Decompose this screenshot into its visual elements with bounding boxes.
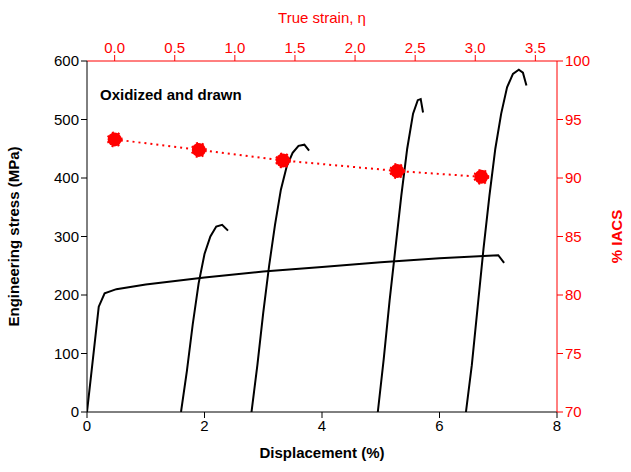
svg-text:85: 85 <box>565 228 582 245</box>
svg-text:70: 70 <box>565 403 582 420</box>
svg-text:2: 2 <box>200 417 208 434</box>
svg-text:0.0: 0.0 <box>104 39 125 56</box>
svg-text:200: 200 <box>54 286 79 303</box>
svg-text:90: 90 <box>565 169 582 186</box>
svg-text:0: 0 <box>71 403 79 420</box>
svg-text:2.0: 2.0 <box>345 39 366 56</box>
svg-text:8: 8 <box>553 417 561 434</box>
svg-text:6: 6 <box>435 417 443 434</box>
svg-text:Engineering stress (MPa): Engineering stress (MPa) <box>8 146 22 326</box>
svg-text:300: 300 <box>54 228 79 245</box>
svg-text:1.5: 1.5 <box>285 39 306 56</box>
svg-text:100: 100 <box>54 345 79 362</box>
svg-text:Displacement (%): Displacement (%) <box>259 444 384 461</box>
svg-text:75: 75 <box>565 345 582 362</box>
svg-text:3.5: 3.5 <box>525 39 546 56</box>
svg-text:1.0: 1.0 <box>224 39 245 56</box>
svg-text:% IACS: % IACS <box>608 210 623 263</box>
svg-text:3.0: 3.0 <box>465 39 486 56</box>
svg-text:600: 600 <box>54 52 79 69</box>
svg-text:4: 4 <box>318 417 326 434</box>
svg-text:95: 95 <box>565 111 582 128</box>
svg-text:0: 0 <box>83 417 91 434</box>
html-text:Oxidized and drawn: Oxidized and drawn <box>100 86 242 103</box>
svg-text:True strain, η: True strain, η <box>278 9 366 26</box>
svg-text:80: 80 <box>565 286 582 303</box>
svg-text:400: 400 <box>54 169 79 186</box>
svg-text:0.5: 0.5 <box>164 39 185 56</box>
svg-text:100: 100 <box>565 52 590 69</box>
svg-text:500: 500 <box>54 111 79 128</box>
svg-text:2.5: 2.5 <box>405 39 426 56</box>
